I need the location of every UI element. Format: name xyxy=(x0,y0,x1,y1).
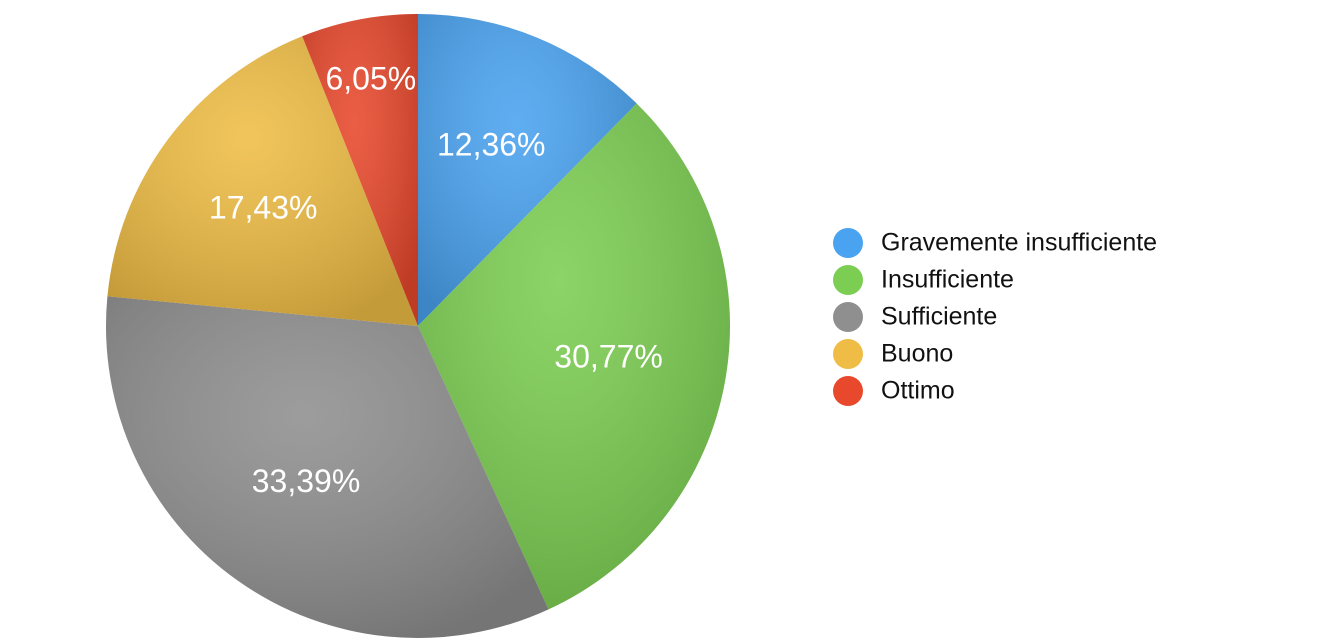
slice-shade xyxy=(418,103,731,610)
slice-shade xyxy=(302,14,418,326)
legend-label: Ottimo xyxy=(881,377,955,405)
legend-label: Gravemente insufficiente xyxy=(881,229,1157,257)
legend-swatch xyxy=(833,228,863,258)
legend-label: Sufficiente xyxy=(881,303,997,331)
legend-swatch xyxy=(833,339,863,369)
legend-label: Buono xyxy=(881,340,953,368)
legend-swatch xyxy=(833,265,863,295)
value-label: 12,36% xyxy=(437,126,546,162)
legend-label: Insufficiente xyxy=(881,266,1014,294)
slice-shade xyxy=(107,36,418,326)
legend: Gravemente insufficiente Insufficiente Suf… xyxy=(833,228,1157,406)
legend-swatch xyxy=(833,376,863,406)
slice-shade xyxy=(105,296,549,639)
legend-swatch xyxy=(833,302,863,332)
value-label: 30,77% xyxy=(554,339,663,375)
value-label: 17,43% xyxy=(209,189,318,225)
slice-shade xyxy=(418,14,637,326)
pie: 12,36% 30,77% 33,39% 17,43% 6,05% xyxy=(105,14,731,639)
value-label: 33,39% xyxy=(252,463,361,499)
value-label: 6,05% xyxy=(325,60,416,96)
